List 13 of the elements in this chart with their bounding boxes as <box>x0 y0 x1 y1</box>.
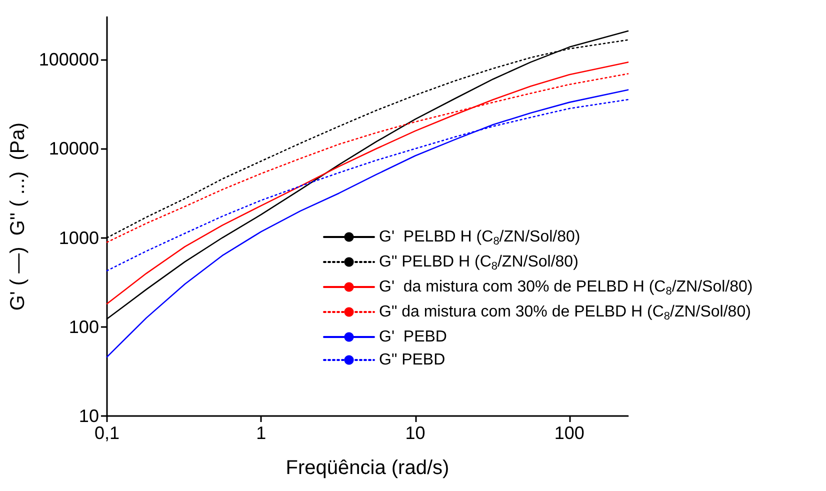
y-tick-label: 10 <box>78 406 99 426</box>
y-tick-label: 100000 <box>38 50 99 70</box>
x-axis-title: Freqüência (rad/s) <box>286 457 450 479</box>
legend-label: G" PEBD <box>379 352 446 368</box>
x-tick-label: 100 <box>554 423 584 443</box>
y-tick-label: 100 <box>68 316 99 337</box>
legend-label: G' PEBD <box>379 328 447 346</box>
x-tick-label: 1 <box>256 423 266 443</box>
y-axis-title: G' ( —) G'' ( ...) (Pa) <box>7 122 29 311</box>
y-tick-label: 10000 <box>48 138 99 159</box>
y-tick-label: 1000 <box>58 228 99 248</box>
x-tick-label: 0,1 <box>94 423 120 443</box>
x-tick-label: 10 <box>405 423 426 443</box>
